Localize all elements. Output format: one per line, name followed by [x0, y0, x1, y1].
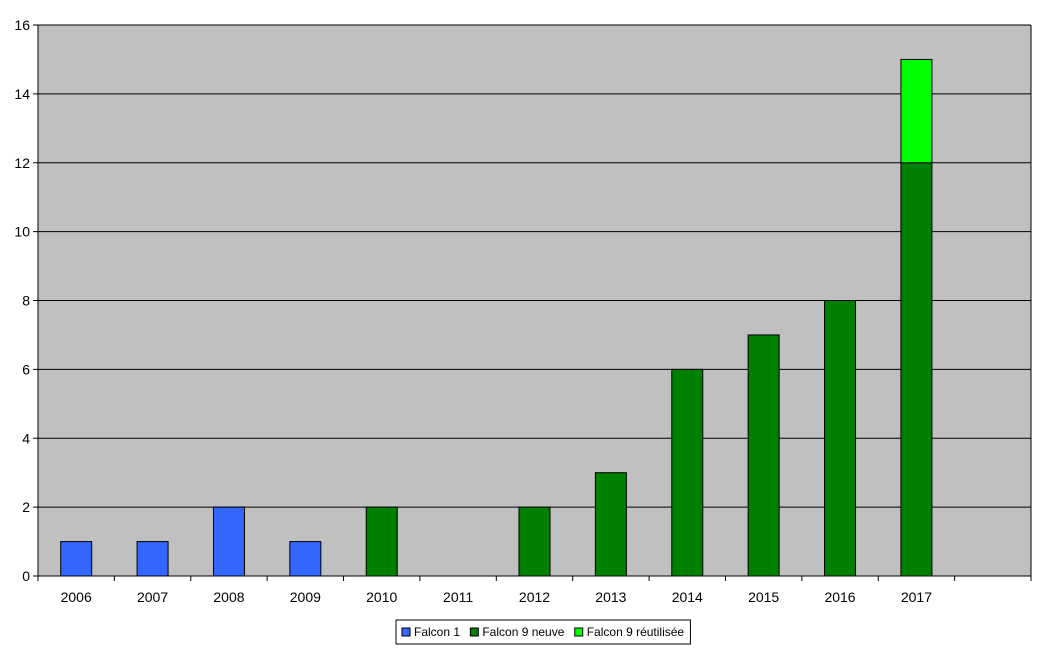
- bar: [900, 58, 933, 164]
- legend-swatch: [469, 627, 479, 637]
- legend-entry: Falcon 1: [414, 625, 460, 639]
- bar: [747, 334, 780, 577]
- bar: [824, 300, 857, 577]
- bar: [671, 368, 704, 577]
- x-tick-label: 2007: [137, 589, 168, 605]
- legend-entry: Falcon 9 réutilisée: [587, 625, 685, 639]
- bar: [900, 162, 933, 577]
- y-tick-label: 14: [14, 86, 30, 102]
- legend: Falcon 1 Falcon 9 neuve Falcon 9 réutilisé…: [395, 619, 691, 645]
- legend-swatch: [574, 627, 584, 637]
- y-tick-labels: 0 2 4 6 8 10 12 14 16: [14, 17, 38, 584]
- x-tick-label: 2013: [595, 589, 626, 605]
- x-tick-label: 2011: [443, 589, 473, 605]
- axes: [37, 24, 1032, 577]
- legend-entry: Falcon 9 neuve: [482, 625, 564, 639]
- bars: [60, 58, 933, 577]
- bar: [518, 506, 551, 577]
- x-tick-labels: 2006 2007 2008 2009 2010 2011 2012 2013 2014 2015…: [37, 576, 1032, 605]
- x-tick-label: 2010: [366, 589, 397, 605]
- bar: [289, 541, 322, 577]
- y-tick-label: 8: [22, 293, 30, 309]
- bar: [136, 541, 169, 577]
- x-tick-label: 2008: [213, 589, 244, 605]
- y-tick-label: 6: [22, 361, 30, 377]
- bar: [60, 541, 93, 577]
- x-tick-label: 2006: [61, 589, 92, 605]
- x-tick-label: 2017: [901, 589, 932, 605]
- y-tick-label: 0: [22, 568, 30, 584]
- y-tick-label: 12: [14, 155, 30, 171]
- y-tick-label: 4: [22, 430, 30, 446]
- bar: [212, 506, 245, 577]
- x-tick-label: 2009: [290, 589, 321, 605]
- y-tick-label: 10: [14, 224, 30, 240]
- x-tick-label: 2014: [672, 589, 703, 605]
- legend-swatch: [401, 627, 411, 637]
- bar: [594, 472, 627, 577]
- x-tick-label: 2016: [824, 589, 855, 605]
- x-tick-label: 2012: [519, 589, 550, 605]
- legend-box: [395, 619, 691, 645]
- bar: [365, 506, 398, 577]
- y-tick-label: 16: [14, 17, 30, 33]
- x-tick-label: 2015: [748, 589, 779, 605]
- y-tick-label: 2: [22, 499, 30, 515]
